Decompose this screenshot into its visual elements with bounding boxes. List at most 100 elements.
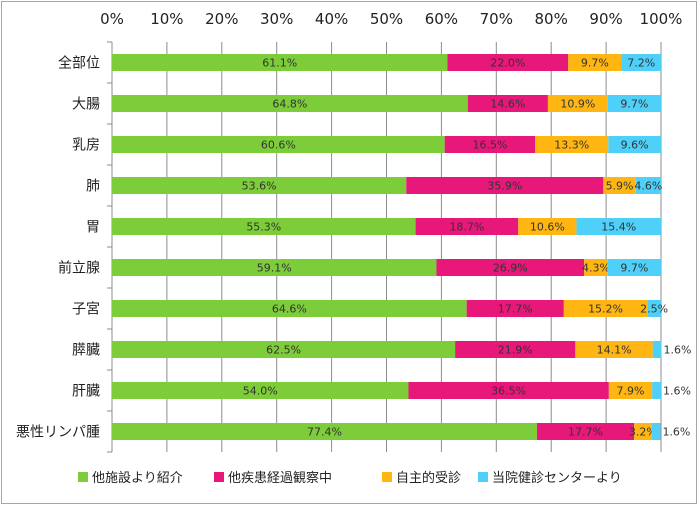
data-label: 7.2% xyxy=(627,57,655,70)
bar-segment xyxy=(455,341,576,358)
bar-segment xyxy=(568,54,622,71)
category-label: 子宮 xyxy=(72,302,100,318)
bar-segment xyxy=(563,300,648,317)
data-label: 61.1% xyxy=(262,57,297,70)
data-label: 64.8% xyxy=(272,98,307,111)
bar-segment xyxy=(447,54,569,71)
x-tick-label: 90% xyxy=(589,10,622,28)
data-label: 15.4% xyxy=(601,221,636,234)
data-label: 4.6% xyxy=(634,180,662,193)
x-tick-label: 30% xyxy=(260,10,293,28)
legend-swatch xyxy=(382,472,392,482)
x-tick-label: 100% xyxy=(640,10,683,28)
legend-swatch xyxy=(478,472,488,482)
x-tick-label: 60% xyxy=(425,10,458,28)
bar-segment xyxy=(112,54,448,71)
bar-segment xyxy=(112,177,407,194)
bar-segment xyxy=(652,341,662,358)
x-tick-label: 50% xyxy=(370,10,403,28)
data-label: 17.7% xyxy=(498,303,533,316)
data-label: 17.7% xyxy=(568,426,603,439)
bar-segment xyxy=(603,177,636,194)
bar-segment xyxy=(651,423,661,440)
data-label: 54.0% xyxy=(243,385,278,398)
data-label: 14.1% xyxy=(597,344,632,357)
bar-segment xyxy=(536,423,635,440)
bar-segment xyxy=(406,177,604,194)
legend-label: 当院健診センターより xyxy=(492,470,622,486)
category-label: 肝臓 xyxy=(72,384,100,400)
bar-segment xyxy=(607,259,661,276)
data-label: 4.3% xyxy=(582,262,610,275)
bar-segment xyxy=(584,259,608,276)
data-label: 64.6% xyxy=(272,303,307,316)
bar-segment xyxy=(112,259,437,276)
data-label: 9.7% xyxy=(620,98,648,111)
bar-segment xyxy=(608,382,653,399)
data-label: 55.3% xyxy=(246,221,281,234)
data-label: 10.6% xyxy=(530,221,565,234)
bar-segment xyxy=(608,136,661,153)
x-tick-label: 70% xyxy=(480,10,513,28)
data-label: 10.9% xyxy=(560,98,595,111)
bar-segment xyxy=(621,54,661,71)
bar-segment xyxy=(112,300,467,317)
data-label: 21.9% xyxy=(498,344,533,357)
x-tick-label: 0% xyxy=(100,10,124,28)
bar-segment xyxy=(607,95,661,112)
data-label: 1.6% xyxy=(663,385,691,398)
bar-segment xyxy=(408,382,609,399)
data-label: 14.6% xyxy=(490,98,525,111)
bar-segment xyxy=(112,95,468,112)
category-label: 膵臓 xyxy=(72,343,100,359)
bar-segment xyxy=(112,218,416,235)
x-tick-label: 80% xyxy=(535,10,568,28)
category-label: 大腸 xyxy=(72,97,100,113)
legend-swatch xyxy=(78,472,88,482)
bar-segment xyxy=(436,259,585,276)
legend-swatch xyxy=(214,472,224,482)
data-label: 26.9% xyxy=(493,262,528,275)
x-tick-label: 10% xyxy=(150,10,183,28)
data-label: 36.5% xyxy=(491,385,526,398)
category-label: 乳房 xyxy=(72,138,100,154)
data-label: 77.4% xyxy=(307,426,342,439)
category-label: 前立腺 xyxy=(58,260,100,277)
bar-segment xyxy=(466,300,564,317)
category-label: 悪性リンパ腫 xyxy=(16,425,100,441)
legend-label: 自主的受診 xyxy=(396,470,461,486)
data-label: 5.9% xyxy=(606,180,634,193)
category-label: 全部位 xyxy=(58,55,100,72)
x-tick-label: 40% xyxy=(315,10,348,28)
bar-segment xyxy=(444,136,536,153)
bar-segment xyxy=(634,423,652,440)
bar-segment xyxy=(518,218,577,235)
data-label: 1.6% xyxy=(664,344,692,357)
data-label: 35.9% xyxy=(487,180,522,193)
data-label: 9.7% xyxy=(620,262,648,275)
bar-segment xyxy=(112,136,445,153)
bar-segment xyxy=(576,218,661,235)
bar-segment xyxy=(467,95,548,112)
data-label: 22.0% xyxy=(490,57,525,70)
x-tick-label: 20% xyxy=(205,10,238,28)
data-label: 15.2% xyxy=(588,303,623,316)
bar-segment xyxy=(652,382,661,399)
data-label: 59.1% xyxy=(257,262,292,275)
bar-segment xyxy=(112,382,409,399)
legend-label: 他施設より紹介 xyxy=(92,470,183,486)
bar-segment xyxy=(547,95,608,112)
bar-segment xyxy=(112,423,537,440)
bar-segment xyxy=(415,218,519,235)
legend-label: 他疾患経過観察中 xyxy=(228,471,332,486)
bar-segment xyxy=(635,177,661,194)
data-label: 9.7% xyxy=(581,57,609,70)
data-label: 18.7% xyxy=(449,221,484,234)
bar-segment xyxy=(575,341,653,358)
data-label: 53.6% xyxy=(242,180,277,193)
bar-segment xyxy=(647,300,661,317)
data-label: 3.2% xyxy=(629,426,657,439)
data-label: 60.6% xyxy=(261,139,296,152)
